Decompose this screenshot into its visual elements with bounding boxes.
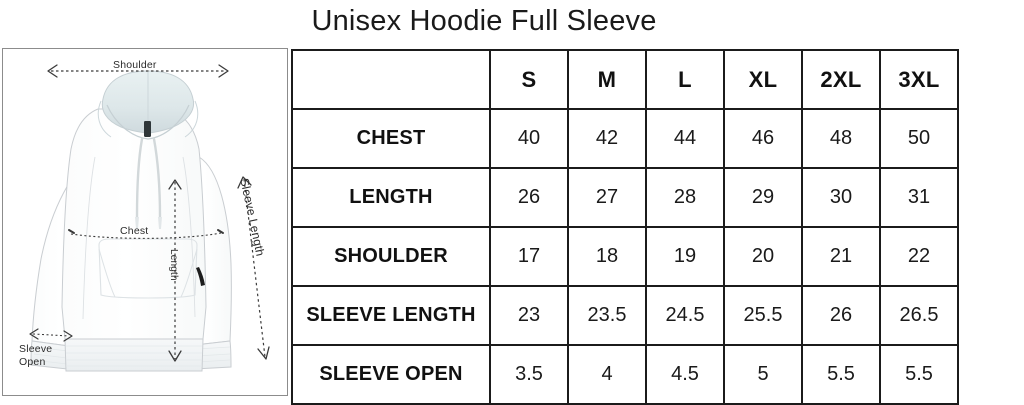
measurement-label-chest: Chest <box>120 225 149 237</box>
header-size-m: M <box>567 49 647 110</box>
cell-sleeve-length-l: 24.5 <box>645 285 725 346</box>
cell-length-s: 26 <box>489 167 569 228</box>
table-body: CHEST 40 42 44 46 48 50 LENGTH 26 27 28 … <box>291 108 959 405</box>
table-row: SLEEVE LENGTH 23 23.5 24.5 25.5 26 26.5 <box>291 285 959 346</box>
cell-shoulder-2xl: 21 <box>801 226 881 287</box>
cell-sleeve-length-2xl: 26 <box>801 285 881 346</box>
cell-chest-l: 44 <box>645 108 725 169</box>
measurement-label-shoulder: Shoulder <box>113 59 157 71</box>
table-header: S M L XL 2XL 3XL <box>291 49 959 110</box>
cell-length-3xl: 31 <box>879 167 959 228</box>
cell-sleeve-length-m: 23.5 <box>567 285 647 346</box>
sleeve-open-line-2: Open <box>19 355 46 368</box>
cell-length-l: 28 <box>645 167 725 228</box>
cell-chest-xl: 46 <box>723 108 803 169</box>
row-label-chest: CHEST <box>291 108 491 169</box>
header-size-3xl: 3XL <box>879 49 959 110</box>
cell-chest-2xl: 48 <box>801 108 881 169</box>
table-row: CHEST 40 42 44 46 48 50 <box>291 108 959 169</box>
size-chart-table: S M L XL 2XL 3XL CHEST 40 42 44 46 48 50… <box>291 49 959 405</box>
row-label-sleeve-length: SLEEVE LENGTH <box>291 285 491 346</box>
cell-shoulder-m: 18 <box>567 226 647 287</box>
row-label-length: LENGTH <box>291 167 491 228</box>
cell-sleeve-length-s: 23 <box>489 285 569 346</box>
measurement-label-length: Length <box>168 249 179 281</box>
measurement-label-sleeve-open: Sleeve Open <box>19 343 52 368</box>
cell-shoulder-l: 19 <box>645 226 725 287</box>
cell-sleeve-length-xl: 25.5 <box>723 285 803 346</box>
cell-sleeve-open-2xl: 5.5 <box>801 344 881 405</box>
hoodie-diagram-icon <box>29 64 270 372</box>
cell-sleeve-open-m: 4 <box>567 344 647 405</box>
header-measurement-label <box>291 49 491 110</box>
hoodie-illustration-panel: Shoulder Chest Length Sleeve Length Slee… <box>2 48 288 396</box>
cell-sleeve-open-l: 4.5 <box>645 344 725 405</box>
row-label-sleeve-open: SLEEVE OPEN <box>291 344 491 405</box>
table-row: SLEEVE OPEN 3.5 4 4.5 5 5.5 5.5 <box>291 344 959 405</box>
cell-chest-s: 40 <box>489 108 569 169</box>
cell-sleeve-open-3xl: 5.5 <box>879 344 959 405</box>
header-size-s: S <box>489 49 569 110</box>
table-header-row: S M L XL 2XL 3XL <box>291 49 959 110</box>
table-row: SHOULDER 17 18 19 20 21 22 <box>291 226 959 287</box>
cell-sleeve-open-s: 3.5 <box>489 344 569 405</box>
cell-shoulder-xl: 20 <box>723 226 803 287</box>
cell-length-xl: 29 <box>723 167 803 228</box>
cell-length-m: 27 <box>567 167 647 228</box>
cell-shoulder-3xl: 22 <box>879 226 959 287</box>
sleeve-open-line-1: Sleeve <box>19 343 53 355</box>
cell-length-2xl: 30 <box>801 167 881 228</box>
header-size-l: L <box>645 49 725 110</box>
header-size-xl: XL <box>723 49 803 110</box>
row-label-shoulder: SHOULDER <box>291 226 491 287</box>
header-size-2xl: 2XL <box>801 49 881 110</box>
cell-chest-m: 42 <box>567 108 647 169</box>
cell-shoulder-s: 17 <box>489 226 569 287</box>
cell-sleeve-open-xl: 5 <box>723 344 803 405</box>
table-row: LENGTH 26 27 28 29 30 31 <box>291 167 959 228</box>
cell-sleeve-length-3xl: 26.5 <box>879 285 959 346</box>
page-title: Unisex Hoodie Full Sleeve <box>311 5 657 37</box>
cell-chest-3xl: 50 <box>879 108 959 169</box>
